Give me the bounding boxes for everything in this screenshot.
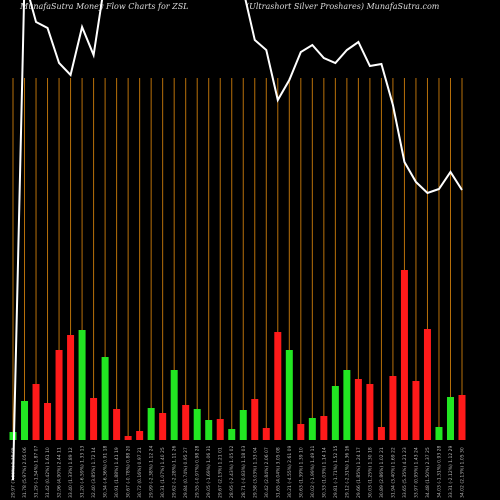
bar: [67, 335, 75, 440]
x-tick-label: 30.72 (0.16%) 0.97 21: [137, 447, 143, 498]
x-tick-label: 30.67 (-0.78%) 0.88 20: [126, 446, 132, 498]
x-tick-label: 28.71 (-0.83%) 1.18 03: [241, 446, 247, 498]
chart-title: MunafaSutra Money Flow Charts for ZSL: [19, 2, 188, 11]
x-tick-label: 30.02 (-1.99%) 1.49 11: [310, 446, 316, 498]
x-tick-label: 30.21 (-4.55%) 2.61 09: [287, 446, 293, 498]
bar: [377, 427, 385, 440]
bar: [446, 397, 454, 440]
x-tick-label: 34.03 (-1.31%) 0.93 28: [436, 446, 442, 498]
x-tick-label: 33.40 (1.33%) 1.89 12: [68, 447, 74, 498]
bar: [216, 419, 224, 440]
x-tick-label: 33.31 (-2.12%) 1.12 29: [448, 446, 454, 498]
chart-subtitle: (Ultrashort Silver Proshares) MunafaSutr…: [246, 2, 440, 11]
x-tick-label: 29.58 (3.03%) 1.33 04: [252, 447, 258, 498]
bar: [400, 270, 408, 440]
x-tick-label: 31.42 (0.42%) 1.61 10: [45, 447, 51, 498]
x-tick-label: 29.66 (1.85%) 1.24 17: [356, 447, 362, 498]
x-tick-label: 30.33 (1.03%) 1.14 14: [321, 447, 327, 498]
bar: [331, 386, 339, 440]
x-tick-label: 29.84 (0.74%) 0.95 27: [183, 447, 189, 498]
bar: [147, 408, 155, 440]
bar: [320, 416, 328, 440]
bar: [285, 350, 293, 440]
bar: [274, 332, 282, 440]
bar: [90, 398, 98, 440]
bar: [366, 384, 374, 440]
x-tick-label: 31.29 (-1.54%) 1.87 07: [34, 446, 40, 498]
bar: [182, 405, 190, 440]
bar: [435, 427, 443, 440]
bar: [262, 428, 270, 440]
bar: [124, 436, 132, 440]
x-tick-label: 30.63 (1.39%) 1.39 10: [298, 447, 304, 498]
x-tick-label: 30.03 (1.25%) 1.30 18: [367, 447, 373, 498]
bar: [239, 410, 247, 440]
x-tick-label: 34.48 (1.50%) 2.37 25: [425, 447, 431, 498]
x-tick-label: 33.97 (0.95%) 1.43 24: [413, 447, 419, 498]
bar: [21, 401, 29, 440]
bar: [136, 431, 144, 440]
x-tick-label: 30.42 (2.84%) 2.06 07: [264, 447, 270, 498]
x-tick-label: 29.81 (-1.71%) 1.52 15: [333, 446, 339, 498]
x-tick-label: 31.94 (3.40%) 1.69 22: [390, 447, 396, 498]
bar: [159, 413, 167, 440]
bar: [458, 395, 466, 440]
bar: [170, 370, 178, 440]
x-tick-label: 31.65 (4.04%) 3.05 08: [275, 447, 281, 498]
bar: [113, 409, 121, 440]
x-tick-label: 34.02 (2.13%) 1.05 30: [460, 447, 466, 498]
x-tick-label: 31.78 (5.97%) 2.05 06: [22, 447, 28, 498]
bar: [205, 420, 213, 440]
x-tick-label: 32.96 (4.90%) 2.44 11: [57, 447, 63, 498]
x-tick-label: 30.89 (2.86%) 1.02 21: [379, 447, 385, 498]
x-tick-label: 30.34 (-6.36%) 0.91 18: [103, 446, 109, 498]
bar: [354, 379, 362, 440]
x-tick-label: 29.62 (-2.28%) 1.11 26: [172, 446, 178, 498]
x-tick-label: 28.95 (-2.43%) 1.05 02: [229, 446, 235, 498]
bar: [78, 330, 86, 440]
bar: [9, 432, 17, 440]
x-tick-label: 32.40 (3.85%) 1.72 14: [91, 447, 97, 498]
x-tick-label: 30.91 (1.88%) 1.41 19: [114, 447, 120, 498]
x-tick-label: 33.65 (5.35%) 4.21 23: [402, 447, 408, 498]
bar: [389, 376, 397, 440]
bar: [55, 350, 63, 440]
x-tick-label: 29.55 (-0.97%) 0.98 28: [195, 446, 201, 498]
x-tick-label: 29.67 (2.13%) 1.21 01: [218, 447, 224, 498]
x-tick-label: 29.05 (-1.69%) 1.06 31: [206, 446, 212, 498]
x-tick-label: 30.31 (1.07%) 1.40 25: [160, 447, 166, 498]
bar: [193, 409, 201, 440]
x-tick-label: 29.99 (-2.38%) 1.12 24: [149, 446, 155, 498]
bar: [412, 381, 420, 440]
bar: [32, 384, 40, 440]
bar: [343, 370, 351, 440]
bar: [251, 399, 259, 440]
bar: [423, 329, 431, 440]
bar: [308, 418, 316, 440]
bar: [228, 429, 236, 440]
bar: [297, 424, 305, 440]
bar: [44, 403, 52, 440]
x-tick-label: 31.20 (-6.59%) 1.33 13: [80, 446, 86, 498]
x-tick-label: 29.12 (-2.31%) 1.36 16: [344, 446, 350, 498]
bar: [101, 357, 109, 440]
price-line: [12, 0, 463, 481]
